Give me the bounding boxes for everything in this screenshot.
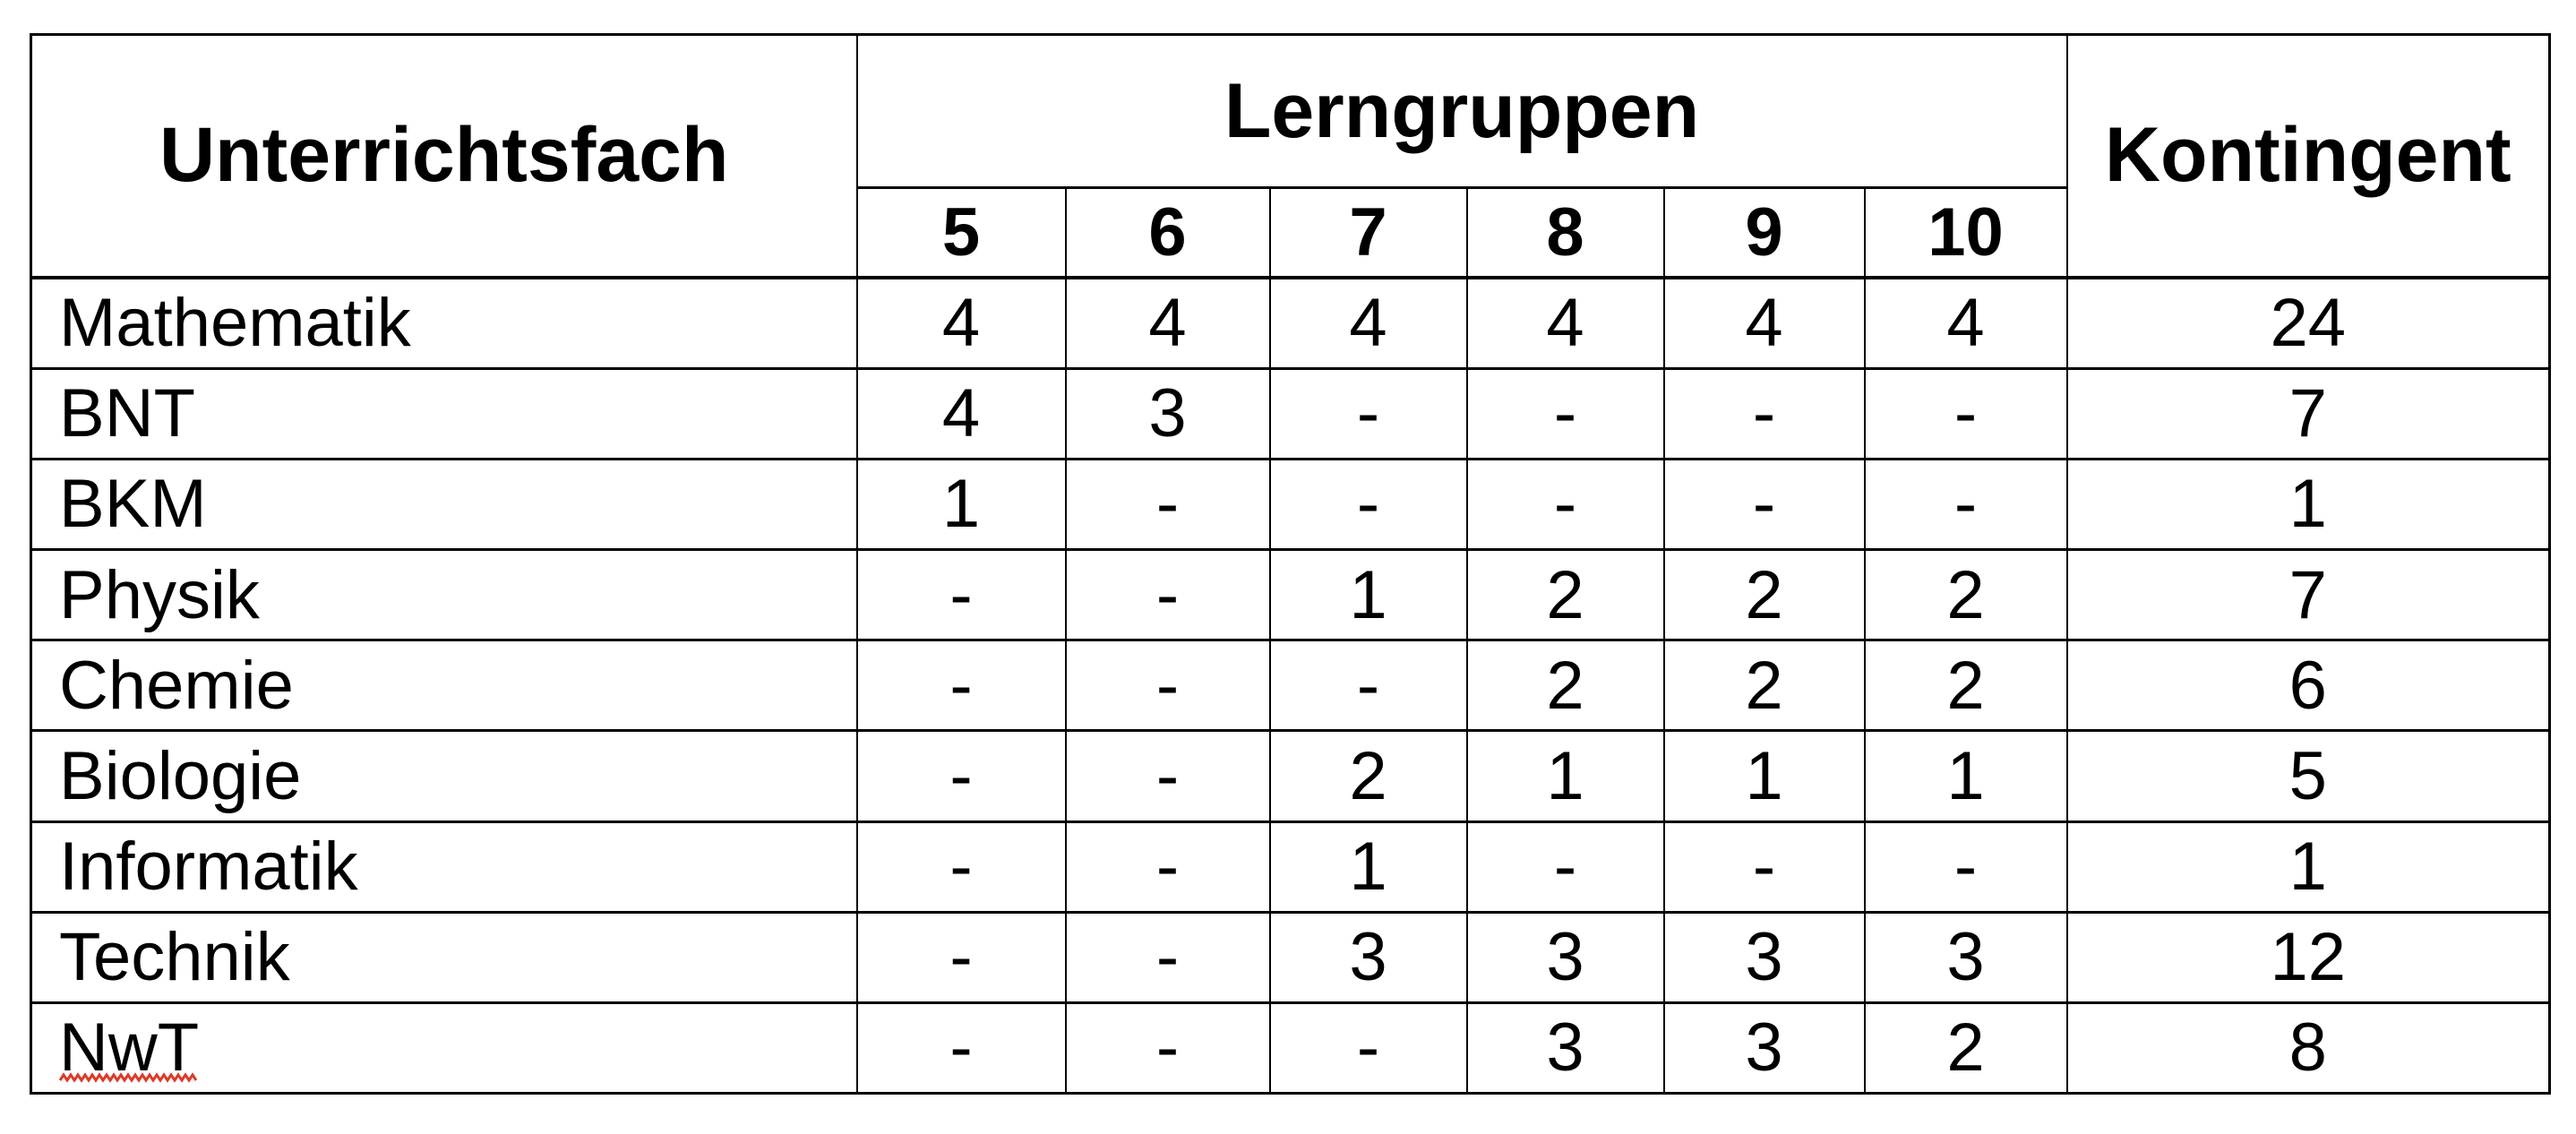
table-row-chemie: Chemie - - - 2 2 2 6 (30, 639, 2551, 733)
header-lerngruppen: Lerngruppen (855, 33, 2068, 189)
grade-value-cell: - (1863, 366, 2068, 460)
subject-cell: Biologie (30, 729, 858, 823)
header-grade-8: 8 (1465, 186, 1665, 279)
grade-value-cell: - (855, 729, 1067, 823)
subject-cell: Technik (30, 910, 858, 1004)
grade-value-cell: 4 (855, 366, 1067, 460)
grade-value-cell: 2 (1268, 729, 1468, 823)
grade-value-cell: - (1064, 639, 1271, 733)
grade-value-cell: - (1064, 729, 1271, 823)
grade-value-cell: - (1662, 820, 1866, 914)
grade-value-cell: - (1268, 639, 1468, 733)
subject-cell: Mathematik (30, 276, 858, 370)
grade-value-cell: - (855, 639, 1067, 733)
grade-value-cell: - (855, 820, 1067, 914)
grade-value-cell: - (1268, 1001, 1468, 1095)
grade-value-cell: - (1064, 820, 1271, 914)
header-unterrichtsfach: Unterrichtsfach (30, 33, 858, 279)
grade-value-cell: 1 (1863, 729, 2068, 823)
table-row-bkm: BKM 1 - - - - - 1 (30, 457, 2551, 552)
table-row-technik: Technik - - 3 3 3 3 12 (30, 910, 2551, 1004)
grade-value-cell: - (1268, 366, 1468, 460)
grade-value-cell: - (1064, 1001, 1271, 1095)
header-row-grades: 5 6 7 8 9 10 (31, 186, 2550, 279)
grade-value-cell: 1 (1465, 729, 1665, 823)
kontingent-cell: 1 (2065, 457, 2551, 552)
subject-cell: BKM (30, 457, 858, 552)
grade-value-cell: 3 (1863, 910, 2068, 1004)
grade-value-cell: - (1465, 820, 1665, 914)
kontingent-cell: 1 (2065, 820, 2551, 914)
kontingent-cell: 7 (2065, 548, 2551, 642)
grade-value-cell: 3 (1465, 1001, 1665, 1095)
grade-value-cell: 1 (855, 457, 1067, 552)
grade-value-cell: - (1064, 457, 1271, 552)
grade-value-cell: 3 (1465, 910, 1665, 1004)
grade-value-cell: - (1465, 457, 1665, 552)
header-row-group: Unterrichtsfach Lerngruppen Kontingent (30, 33, 2551, 279)
subject-cell: Chemie (30, 639, 858, 733)
grade-value-cell: - (1863, 457, 2068, 552)
table-row-biologie: Biologie - - 2 1 1 1 5 (30, 729, 2551, 823)
kontingent-cell: 8 (2065, 1001, 2551, 1095)
grade-value-cell: 1 (1268, 548, 1468, 642)
header-grade-7: 7 (1268, 186, 1468, 279)
table-row-informatik: Informatik - - 1 - - - 1 (30, 820, 2551, 914)
header-grade-5: 5 (855, 186, 1067, 279)
table-row-nwt: NwT - - - 3 3 2 8 (30, 1001, 2551, 1095)
header-grade-10: 10 (1863, 186, 2068, 279)
grade-value-cell: 2 (1863, 548, 2068, 642)
grade-value-cell: 2 (1465, 639, 1665, 733)
grade-value-cell: 1 (1662, 729, 1866, 823)
grade-value-cell: 3 (1064, 366, 1271, 460)
kontingent-cell: 7 (2065, 366, 2551, 460)
grade-value-cell: 4 (855, 276, 1067, 370)
grade-value-cell: 2 (1863, 1001, 2068, 1095)
grade-value-cell: 4 (1863, 276, 2068, 370)
subject-label: NwT (59, 1009, 200, 1087)
grade-value-cell: - (1863, 820, 2068, 914)
table-row-mathematik: Mathematik 4 4 4 4 4 4 24 (30, 276, 2551, 370)
grade-value-cell: - (1064, 910, 1271, 1004)
kontingent-cell: 12 (2065, 910, 2551, 1004)
grade-value-cell: - (855, 1001, 1067, 1095)
table-row-physik: Physik - - 1 2 2 2 7 (30, 548, 2551, 642)
grade-value-cell: 2 (1662, 639, 1866, 733)
grade-value-cell: - (1064, 548, 1271, 642)
kontingent-cell: 24 (2065, 276, 2551, 370)
grade-value-cell: - (1662, 457, 1866, 552)
grade-value-cell: 3 (1662, 1001, 1866, 1095)
grade-value-cell: 2 (1662, 548, 1866, 642)
spellcheck-squiggle-icon (59, 1072, 198, 1083)
grade-value-cell: 3 (1268, 910, 1468, 1004)
kontingent-table: Unterrichtsfach Lerngruppen Kontingent 5… (30, 33, 2552, 1095)
grade-value-cell: - (855, 548, 1067, 642)
grade-value-cell: 4 (1465, 276, 1665, 370)
subject-cell: Informatik (30, 820, 858, 914)
table-row-bnt: BNT 4 3 - - - - 7 (30, 366, 2551, 460)
header-kontingent: Kontingent (2065, 33, 2551, 279)
grade-value-cell: 1 (1268, 820, 1468, 914)
header-grade-6: 6 (1064, 186, 1271, 279)
grade-value-cell: 4 (1268, 276, 1468, 370)
kontingent-cell: 5 (2065, 729, 2551, 823)
grade-value-cell: 3 (1662, 910, 1866, 1004)
grade-value-cell: - (1465, 366, 1665, 460)
subject-cell: NwT (30, 1001, 858, 1095)
subject-cell: Physik (30, 548, 858, 642)
grade-value-cell: 4 (1662, 276, 1866, 370)
grade-value-cell: 2 (1465, 548, 1665, 642)
grade-value-cell: 2 (1863, 639, 2068, 733)
grade-value-cell: - (1662, 366, 1866, 460)
kontingent-cell: 6 (2065, 639, 2551, 733)
header-grade-9: 9 (1662, 186, 1866, 279)
grade-value-cell: - (855, 910, 1067, 1004)
grade-value-cell: 4 (1064, 276, 1271, 370)
subject-cell: BNT (30, 366, 858, 460)
grade-value-cell: - (1268, 457, 1468, 552)
